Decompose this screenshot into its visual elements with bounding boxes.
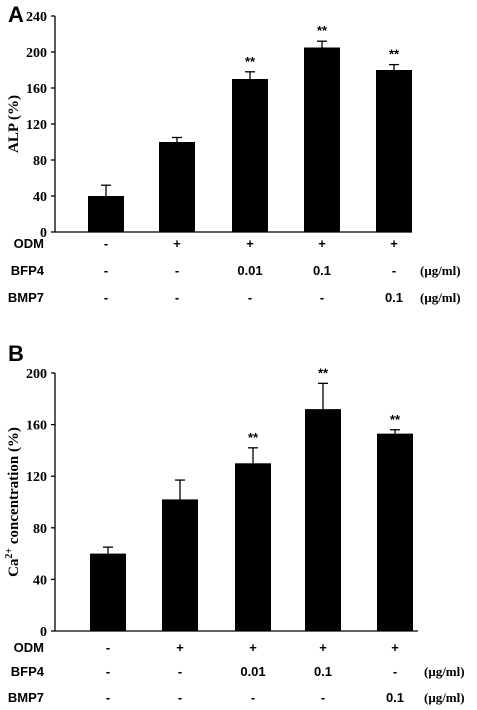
- panel-b-bar-3: [235, 463, 271, 631]
- panel-a-row-label-bfp4: BFP4: [11, 263, 45, 278]
- panel-a-row-value: -: [104, 263, 108, 278]
- panel-a-bar-1: [88, 196, 124, 232]
- panel-b-row-value: -: [393, 664, 397, 679]
- panel-b-bar-5: [377, 433, 413, 631]
- panel-b-row-value: +: [249, 640, 257, 655]
- panel-b-significance-3: **: [248, 430, 259, 445]
- panel-b-row-value: 0.1: [314, 664, 332, 679]
- panel-b-row-unit: (μg/ml): [424, 690, 465, 705]
- panel-a-y-tick-label: 240: [26, 10, 47, 25]
- panel-b-letter: B: [8, 341, 24, 366]
- panel-b-row-value: -: [251, 690, 255, 705]
- panel-b-y-tick-label: 160: [26, 419, 47, 434]
- panel-a-row-value: +: [246, 236, 254, 251]
- panel-b-bar-1: [90, 553, 126, 631]
- panel-a-y-tick-label: 120: [26, 118, 47, 133]
- panel-b-y-tick-label: 40: [33, 573, 47, 588]
- panel-a-row-value: +: [173, 236, 181, 251]
- panel-b-row-value: -: [321, 690, 325, 705]
- panel-a-row-value: -: [104, 290, 108, 305]
- panel-a-row-value: -: [175, 263, 179, 278]
- panel-a-row-value: 0.1: [313, 263, 331, 278]
- panel-a-row-value: -: [392, 263, 396, 278]
- panel-a-y-tick-label: 0: [40, 226, 47, 241]
- panel-b-row-value: +: [391, 640, 399, 655]
- panel-a-y-tick-label: 200: [26, 46, 47, 61]
- panel-b-y-tick-label: 0: [40, 625, 47, 640]
- panel-b-y-tick-label: 200: [26, 367, 47, 382]
- panel-a-bar-2: [159, 142, 195, 232]
- panel-b-bar-4: [305, 409, 341, 631]
- panel-b-bar-2: [162, 499, 198, 631]
- panel-a-row-value: -: [248, 290, 252, 305]
- panel-b-row-value: +: [176, 640, 184, 655]
- panel-a-y-tick-label: 160: [26, 82, 47, 97]
- panel-b-row-label-odm: ODM: [14, 640, 44, 655]
- panel-a-row-value: 0.1: [385, 290, 403, 305]
- panel-a-row-unit: (μg/ml): [420, 263, 461, 278]
- panel-a-row-value: +: [390, 236, 398, 251]
- panel-a-row-value: -: [175, 290, 179, 305]
- panel-b-row-value: -: [106, 664, 110, 679]
- panel-b-row-value: 0.1: [386, 690, 404, 705]
- panel-a-y-tick-label: 40: [33, 190, 47, 205]
- panel-a-letter: A: [8, 2, 24, 27]
- panel-a-row-value: -: [320, 290, 324, 305]
- panel-b-row-value: -: [178, 664, 182, 679]
- panel-b-y-tick-label: 80: [33, 522, 47, 537]
- panel-b-y-tick-label: 120: [26, 470, 47, 485]
- panel-b-y-axis-title: Ca2+ concentration (%): [4, 427, 22, 577]
- panel-a-row-label-bmp7: BMP7: [8, 290, 44, 305]
- panel-a-row-unit: (μg/ml): [420, 290, 461, 305]
- panel-a-significance-4: **: [317, 23, 328, 38]
- panel-a-bar-3: [232, 79, 268, 232]
- panel-a-row-value: 0.01: [237, 263, 262, 278]
- panel-b-significance-5: **: [390, 412, 401, 427]
- panel-a-bar-5: [376, 70, 412, 232]
- panel-a-significance-3: **: [245, 54, 256, 69]
- panel-b-row-value: -: [106, 640, 110, 655]
- panel-b-row-value: -: [106, 690, 110, 705]
- panel-b-row-value: -: [178, 690, 182, 705]
- panel-b-row-label-bmp7: BMP7: [8, 690, 44, 705]
- panel-b-row-value: +: [319, 640, 327, 655]
- panel-a-y-tick-label: 80: [33, 154, 47, 169]
- panel-a-row-value: -: [104, 236, 108, 251]
- panel-a-row-label-odm: ODM: [14, 236, 44, 251]
- panel-b-row-value: 0.01: [240, 664, 265, 679]
- panel-a-row-value: +: [318, 236, 326, 251]
- panel-b-row-unit: (μg/ml): [424, 664, 465, 679]
- panel-a-bar-4: [304, 47, 340, 232]
- panel-a-significance-5: **: [389, 47, 400, 62]
- panel-b-row-label-bfp4: BFP4: [11, 664, 45, 679]
- panel-b-significance-4: **: [318, 365, 329, 380]
- panel-a-y-axis-title: ALP (%): [6, 95, 22, 153]
